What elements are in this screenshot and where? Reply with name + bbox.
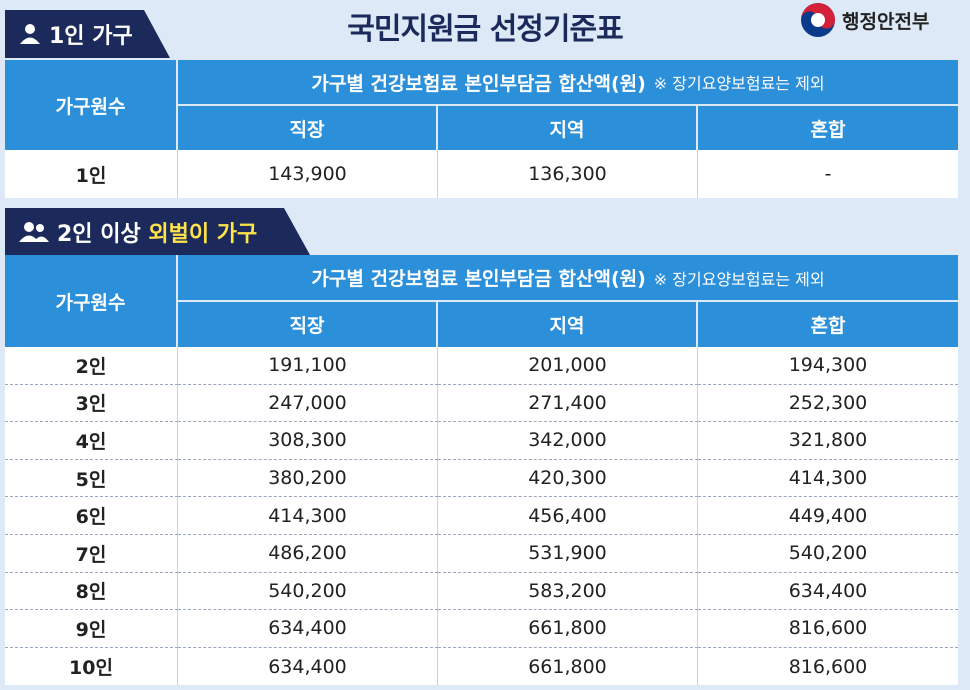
row-header: 가구원수: [5, 255, 178, 347]
group-header: 가구별 건강보험료 본인부담금 합산액(원) ※ 장기요양보험료는 제외: [178, 255, 958, 302]
cell-value: 456,400: [438, 497, 698, 535]
cell-value: 816,600: [698, 647, 958, 686]
column-header: 지역: [438, 302, 698, 347]
cell-value: 486,200: [178, 535, 438, 573]
column-header: 지역: [438, 106, 698, 150]
cell-value: 342,000: [438, 422, 698, 460]
cell-value: 247,000: [178, 384, 438, 423]
cell-value: 201,000: [438, 347, 698, 385]
section-label: 1인 가구: [49, 24, 133, 49]
logo-text: 행정안전부: [842, 10, 930, 33]
cell-value: 449,400: [698, 497, 958, 535]
cell-value: 661,800: [438, 610, 698, 648]
cell-value: 634,400: [178, 610, 438, 648]
group-header-text: 가구별 건강보험료 본인부담금 합산액(원): [311, 268, 646, 290]
column-header: 혼합: [698, 106, 958, 150]
person-icon: [19, 23, 41, 45]
title: 국민지원금 선정기준표: [347, 12, 623, 47]
section-tab: 2인 이상 외벌이 가구: [5, 208, 310, 255]
section-tab: 1인 가구: [5, 10, 170, 58]
note: ※ 장기요양보험료는 제외: [653, 269, 825, 289]
column-header: 직장: [178, 302, 438, 347]
cell-value: 143,900: [178, 150, 438, 198]
column-header: 혼합: [698, 302, 958, 347]
row-label: 10인: [5, 647, 178, 686]
cell-value: 321,800: [698, 422, 958, 460]
logo: 행정안전부: [800, 2, 929, 38]
cell-value: -: [698, 150, 958, 198]
logo-emblem: [801, 3, 835, 37]
cell-value: 194,300: [698, 347, 958, 385]
cell-value: 191,100: [178, 347, 438, 385]
row-label: 1인: [5, 150, 178, 198]
section-label-text: 2인 이상: [57, 221, 141, 247]
cell-value: 634,400: [698, 572, 958, 611]
group-header: 가구별 건강보험료 본인부담금 합산액(원) ※ 장기요양보험료는 제외: [178, 60, 958, 106]
people-icon: [19, 221, 49, 243]
row-label: 8인: [5, 572, 178, 611]
note: ※ 장기요양보험료는 제외: [653, 74, 825, 93]
cell-value: 583,200: [438, 572, 698, 611]
cell-value: 414,300: [178, 497, 438, 535]
row-label: 4인: [5, 422, 178, 460]
column-header: 직장: [178, 106, 438, 150]
cell-value: 136,300: [438, 150, 698, 198]
group-header-text: 가구별 건강보험료 본인부담금 합산액(원): [311, 72, 646, 95]
row-label: 5인: [5, 459, 178, 498]
section-label: 2인 이상 외벌이 가구: [57, 216, 257, 248]
row-label: 2인: [5, 347, 178, 385]
row-label: 6인: [5, 497, 178, 535]
cell-value: 252,300: [698, 384, 958, 423]
cell-value: 380,200: [178, 459, 438, 498]
cell-value: 634,400: [178, 647, 438, 686]
row-label: 3인: [5, 384, 178, 423]
cell-value: 271,400: [438, 384, 698, 423]
cell-value: 414,300: [698, 459, 958, 498]
cell-value: 661,800: [438, 647, 698, 686]
cell-value: 531,900: [438, 535, 698, 573]
section-highlight: 외벌이 가구: [148, 221, 258, 247]
row-label: 7인: [5, 535, 178, 573]
cell-value: 816,600: [698, 610, 958, 648]
cell-value: 308,300: [178, 422, 438, 460]
cell-value: 540,200: [698, 535, 958, 573]
row-label: 9인: [5, 610, 178, 648]
cell-value: 540,200: [178, 572, 438, 611]
cell-value: 420,300: [438, 459, 698, 498]
row-header: 가구원수: [5, 60, 178, 150]
